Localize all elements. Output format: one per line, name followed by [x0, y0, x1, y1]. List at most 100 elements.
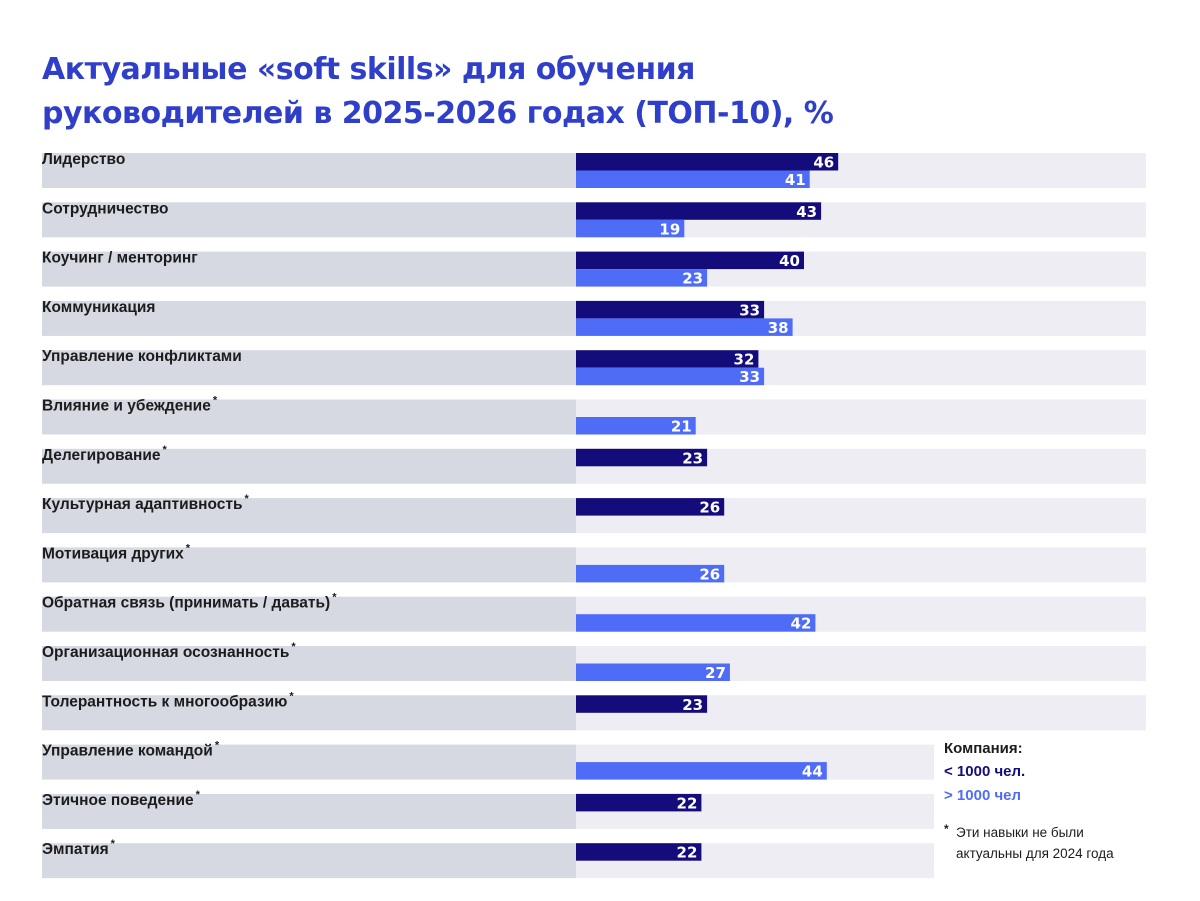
- value-label-large-company: 38: [768, 319, 789, 337]
- bar-large-company: [576, 564, 725, 583]
- value-label-large-company: 41: [785, 171, 806, 189]
- row-label-band: [42, 744, 576, 780]
- new-skill-asterisk: *: [196, 789, 201, 801]
- chart-row: Мотивация других * 26: [42, 542, 1146, 583]
- chart-row: Обратная связь (принимать / давать) * 42: [42, 592, 1146, 633]
- new-skill-asterisk: *: [186, 542, 191, 554]
- bar-small-company: [576, 448, 708, 467]
- bar-small-company: [576, 300, 765, 319]
- category-label: Организационная осознанность: [42, 644, 289, 661]
- new-skill-asterisk: *: [111, 838, 116, 850]
- row-label-band: [42, 596, 576, 632]
- row-label-band: [42, 793, 576, 829]
- bar-large-company: [576, 318, 793, 336]
- bar-large-company: [576, 269, 708, 287]
- value-label-large-company: 44: [802, 763, 823, 781]
- category-label: Эмпатия: [42, 841, 109, 858]
- row-label-band: [42, 251, 576, 287]
- row-label-band: [42, 153, 576, 188]
- category-label: Коучинг / менторинг: [42, 250, 198, 267]
- category-label: Управление конфликтами: [42, 348, 242, 365]
- value-label-large-company: 33: [739, 368, 760, 386]
- value-label-large-company: 19: [659, 220, 680, 238]
- bar-large-company: [576, 762, 827, 780]
- new-skill-asterisk: *: [163, 444, 168, 456]
- chart-row: Коммуникация 33 38: [42, 299, 1146, 337]
- new-skill-asterisk: *: [291, 641, 296, 653]
- category-label: Управление командой: [42, 743, 213, 760]
- row-label-band: [42, 202, 576, 238]
- category-label: Сотрудничество: [42, 200, 169, 217]
- chart-row: Сотрудничество 43 19: [42, 200, 1146, 238]
- value-label-large-company: 26: [699, 565, 720, 583]
- chart-row: Коучинг / менторинг 40 23: [42, 250, 1146, 288]
- bar-large-company: [576, 170, 810, 188]
- new-skill-asterisk: *: [289, 690, 294, 702]
- chart-title-line-2: руководителей в 2025-2026 годах (ТОП-10)…: [42, 96, 834, 131]
- chart-row: Толерантность к многообразию * 23: [42, 690, 1146, 731]
- bar-small-company: [576, 793, 702, 812]
- chart-title-line-1: Актуальные «soft skills» для обучения: [42, 52, 695, 87]
- legend: Компания: < 1000 чел. > 1000 чел * Эти н…: [934, 734, 1174, 880]
- chart-title: Актуальные «soft skills» для обучения ру…: [42, 48, 834, 136]
- bar-small-company: [576, 498, 725, 516]
- row-label-band: [42, 498, 576, 534]
- value-label-small-company: 46: [813, 154, 834, 172]
- bar-large-company: [576, 417, 696, 435]
- row-label-band: [42, 646, 576, 681]
- bar-small-company: [576, 350, 759, 368]
- chart-row: Делегирование * 23: [42, 444, 1146, 484]
- bar-small-company: [576, 153, 839, 171]
- new-skill-asterisk: *: [213, 395, 218, 407]
- row-label-band: [42, 448, 576, 484]
- row-label-band: [42, 547, 576, 583]
- row-label-band: [42, 350, 576, 386]
- footnote-line-2: актуальны для 2024 года: [956, 846, 1114, 861]
- new-skill-asterisk: *: [332, 592, 337, 604]
- footnote-asterisk: *: [944, 822, 949, 836]
- chart-row: Влияние и убеждение * 21: [42, 395, 1146, 436]
- value-label-large-company: 21: [671, 418, 692, 436]
- value-label-large-company: 42: [791, 615, 812, 633]
- value-label-small-company: 43: [796, 203, 817, 221]
- category-label: Делегирование: [42, 447, 161, 464]
- bar-large-company: [576, 367, 765, 386]
- new-skill-asterisk: *: [215, 740, 220, 752]
- legend-item-small-company: < 1000 чел.: [944, 763, 1026, 780]
- value-label-small-company: 22: [677, 794, 698, 812]
- row-label-band: [42, 300, 576, 336]
- category-label: Коммуникация: [42, 299, 155, 316]
- row-label-band: [42, 695, 576, 731]
- category-label: Этичное поведение: [42, 792, 194, 809]
- value-label-large-company: 23: [682, 270, 703, 288]
- new-skill-asterisk: *: [245, 493, 250, 505]
- category-label: Культурная адаптивность: [42, 496, 243, 513]
- legend-footnote: * Эти навыки не были актуальны для 2024 …: [944, 822, 1164, 864]
- value-label-small-company: 33: [739, 301, 760, 319]
- value-label-small-company: 40: [779, 252, 800, 270]
- category-label: Влияние и убеждение: [42, 398, 211, 415]
- bar-small-company: [576, 202, 822, 220]
- value-label-small-company: 23: [682, 696, 703, 714]
- footnote-line-1: Эти навыки не были: [956, 825, 1084, 840]
- value-label-small-company: 26: [699, 499, 720, 517]
- bar-large-company: [576, 219, 685, 238]
- category-label: Мотивация других: [42, 545, 184, 562]
- bar-large-company: [576, 614, 816, 632]
- legend-item-large-company: > 1000 чел: [944, 787, 1022, 804]
- value-label-small-company: 23: [682, 449, 703, 467]
- category-label: Обратная связь (принимать / давать): [42, 595, 330, 612]
- chart-row: Лидерство 46 41: [42, 151, 1146, 189]
- value-label-small-company: 22: [677, 844, 698, 862]
- bar-small-company: [576, 843, 702, 861]
- legend-title: Компания:: [944, 740, 1023, 757]
- category-label: Лидерство: [42, 151, 125, 168]
- row-label-band: [42, 843, 576, 879]
- bar-large-company: [576, 663, 730, 681]
- bar-small-company: [576, 695, 708, 713]
- category-label: Толерантность к многообразию: [42, 693, 287, 710]
- chart-row: Организационная осознанность * 27: [42, 641, 1146, 682]
